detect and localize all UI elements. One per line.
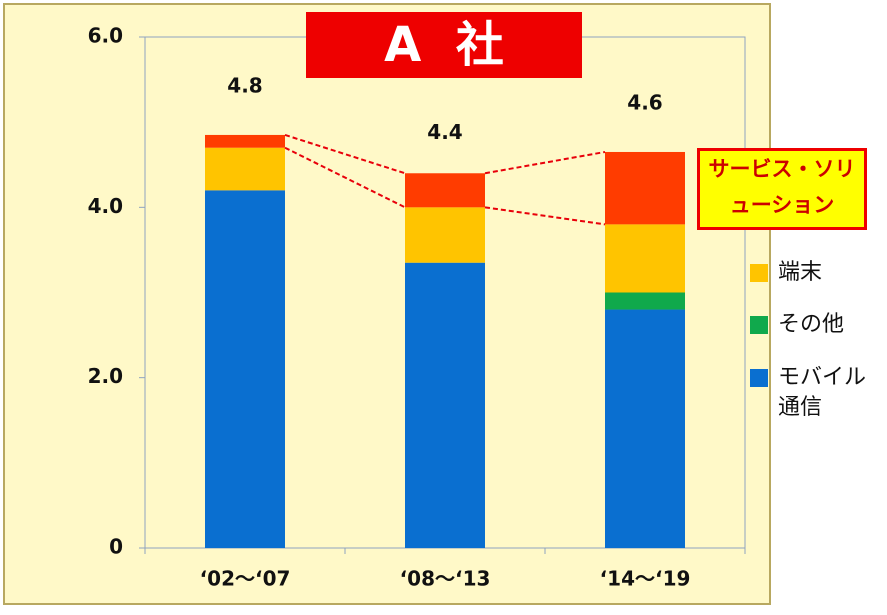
- x-tick-label: ‘08～‘13: [400, 567, 491, 591]
- y-tick-label: 4.0: [88, 194, 123, 218]
- total-label: 4.4: [427, 120, 462, 144]
- total-label: 4.8: [227, 73, 262, 97]
- y-tick-label: 6.0: [88, 24, 123, 48]
- y-tick-label: 2.0: [88, 364, 123, 388]
- legend-swatch: [750, 369, 768, 387]
- x-tick-label: ‘02～‘07: [200, 567, 291, 591]
- connector: [484, 206, 606, 226]
- legend-swatch: [750, 264, 768, 282]
- bar-segment: [205, 190, 285, 549]
- bar-segment: [605, 151, 685, 225]
- total-label: 4.6: [627, 90, 662, 114]
- legend-swatch: [750, 316, 768, 334]
- connector: [284, 146, 406, 209]
- bar-segment: [405, 262, 485, 548]
- y-tick-label: 0: [109, 535, 123, 559]
- bar-segment: [205, 134, 285, 148]
- x-tick-label: ‘14～‘19: [600, 567, 691, 591]
- legend-label: モバイル通信: [778, 365, 867, 420]
- connector: [484, 150, 606, 175]
- bar-segment: [205, 147, 285, 191]
- connector: [284, 133, 406, 175]
- bar-segment: [605, 309, 685, 548]
- bar-segment: [405, 207, 485, 263]
- legend-label: その他: [778, 312, 845, 337]
- chart-title: A 社: [306, 12, 582, 78]
- bar-segment: [605, 224, 685, 293]
- bar-segment: [605, 292, 685, 310]
- legend-label: 端末: [778, 260, 823, 285]
- bar-segment: [405, 173, 485, 208]
- legend-label: サービス・ソリューション: [697, 148, 867, 230]
